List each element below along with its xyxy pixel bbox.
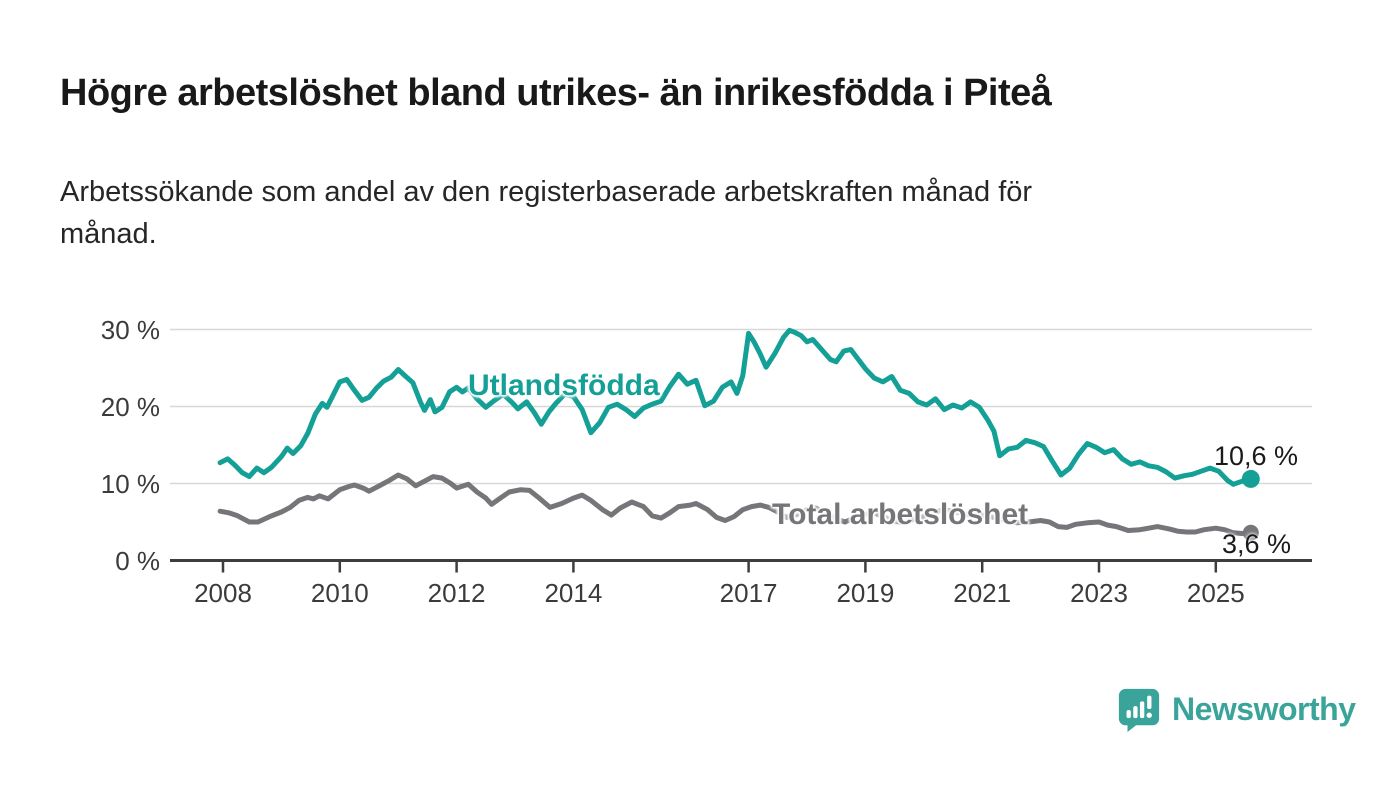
y-axis-label: 0 % — [115, 545, 160, 576]
newsworthy-logo-icon — [1118, 688, 1160, 732]
x-axis-label: 2021 — [953, 578, 1012, 608]
series-label-utlandsfodda: Utlandsfödda — [468, 369, 660, 402]
page-title: Högre arbetslöshet bland utrikes- än inr… — [60, 72, 1052, 114]
x-axis-label: 2025 — [1186, 578, 1245, 608]
x-axis-label: 2017 — [719, 578, 778, 608]
y-axis-label: 30 % — [100, 314, 160, 345]
x-axis-label: 2014 — [544, 578, 603, 608]
end-value-label-total: 3,6 % — [1222, 529, 1292, 559]
x-axis-label: 2023 — [1070, 578, 1128, 608]
series-label-total-arbetsloshet: Total arbetslöshet — [772, 498, 1029, 531]
x-axis-label: 2019 — [836, 578, 895, 608]
x-axis-label: 2012 — [427, 578, 486, 608]
subtitle-line-1: Arbetssökande som andel av den registerb… — [60, 176, 1033, 208]
subtitle-line-2: månad. — [60, 218, 157, 250]
end-value-label-utlandsfodda: 10,6 % — [1214, 441, 1299, 471]
newsworthy-branding: Newsworthy — [1116, 686, 1356, 732]
y-axis-label: 10 % — [100, 468, 160, 499]
x-axis-label: 2010 — [310, 578, 369, 608]
chart-subtitle: Arbetssökande som andel av den registerb… — [60, 171, 1032, 255]
newsworthy-brand-name: Newsworthy — [1172, 691, 1356, 727]
x-axis-label: 2008 — [194, 578, 252, 608]
y-axis-label: 20 % — [100, 391, 160, 422]
